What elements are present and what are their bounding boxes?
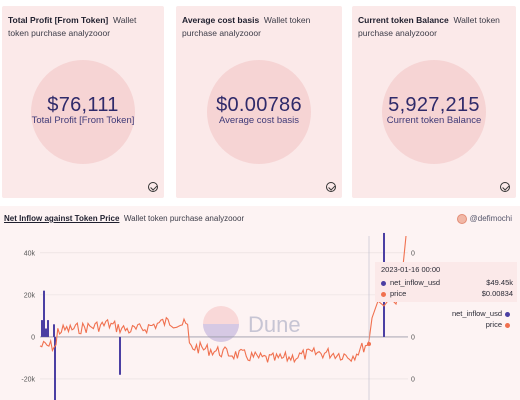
legend-item-inflow[interactable]: net_inflow_usd — [452, 309, 510, 318]
average-cost-label: Average cost basis — [218, 115, 300, 126]
card-title: Average cost basis Wallet token purchase… — [182, 15, 311, 38]
token-balance-label: Current token Balance — [386, 115, 482, 126]
legend-dot-icon — [505, 322, 510, 328]
legend-dot-icon — [505, 311, 510, 317]
y-right-tick-label: 0 — [411, 376, 415, 383]
inflow-bar — [45, 328, 47, 337]
check-circle-icon[interactable] — [500, 182, 510, 192]
chart-tooltip: 2023-01-16 00:00 net_inflow_usd $49.45k … — [375, 262, 517, 302]
total-profit-label: Total Profit [From Token] — [31, 115, 135, 126]
token-balance-card: Current token Balance Wallet token purch… — [352, 6, 516, 198]
price-line — [39, 235, 407, 364]
series-dot-icon — [381, 280, 386, 286]
price-hover-point — [367, 342, 371, 346]
average-cost-value: $0.00786 — [216, 94, 302, 116]
inflow-bar — [53, 324, 55, 337]
avatar-icon — [456, 214, 467, 224]
token-balance-value: 5,927,215 — [388, 94, 480, 116]
series-dot-icon — [381, 291, 386, 297]
y-tick-label: 0 — [31, 334, 35, 341]
inflow-bar — [54, 336, 56, 400]
author-credit[interactable]: @defimochi — [456, 214, 512, 224]
watermark: Dune — [203, 306, 301, 342]
tooltip-row-price: price $0.00834 — [381, 289, 513, 299]
chart-title-link[interactable]: Net Inflow against Token Price — [4, 214, 120, 223]
average-cost-card: Average cost basis Wallet token purchase… — [176, 6, 342, 198]
value-bubble — [207, 60, 311, 164]
y-tick-label: -20k — [21, 376, 35, 383]
y-right-tick-label: 0 — [411, 250, 415, 257]
value-bubble — [382, 60, 486, 164]
y-tick-label: 20k — [24, 292, 36, 299]
inflow-bar — [43, 290, 45, 337]
check-circle-icon[interactable] — [326, 182, 336, 192]
total-profit-value: $76,111 — [47, 94, 119, 116]
tooltip-timestamp: 2023-01-16 00:00 — [381, 265, 441, 274]
inflow-bar — [47, 320, 49, 337]
card-title: Total Profit [From Token] Wallet token p… — [8, 15, 137, 38]
legend-item-price[interactable]: price — [486, 320, 510, 329]
check-circle-icon[interactable] — [148, 182, 158, 192]
inflow-bar — [41, 320, 43, 337]
card-title: Current token Balance Wallet token purch… — [358, 15, 500, 38]
total-profit-card: Total Profit [From Token] Wallet token p… — [2, 6, 164, 198]
y-tick-label: 40k — [24, 250, 36, 257]
y-right-tick-label: 0 — [411, 334, 415, 341]
chart-grid — [40, 252, 408, 380]
dune-watermark-text: Dune — [248, 312, 301, 337]
chart-title: Net Inflow against Token Price Wallet to… — [4, 214, 245, 223]
tooltip-row-inflow: net_inflow_usd $49.45k — [381, 278, 513, 288]
value-bubble — [31, 60, 135, 164]
net-inflow-chart-panel: Net Inflow against Token Price Wallet to… — [0, 206, 520, 400]
inflow-bar — [119, 336, 121, 375]
